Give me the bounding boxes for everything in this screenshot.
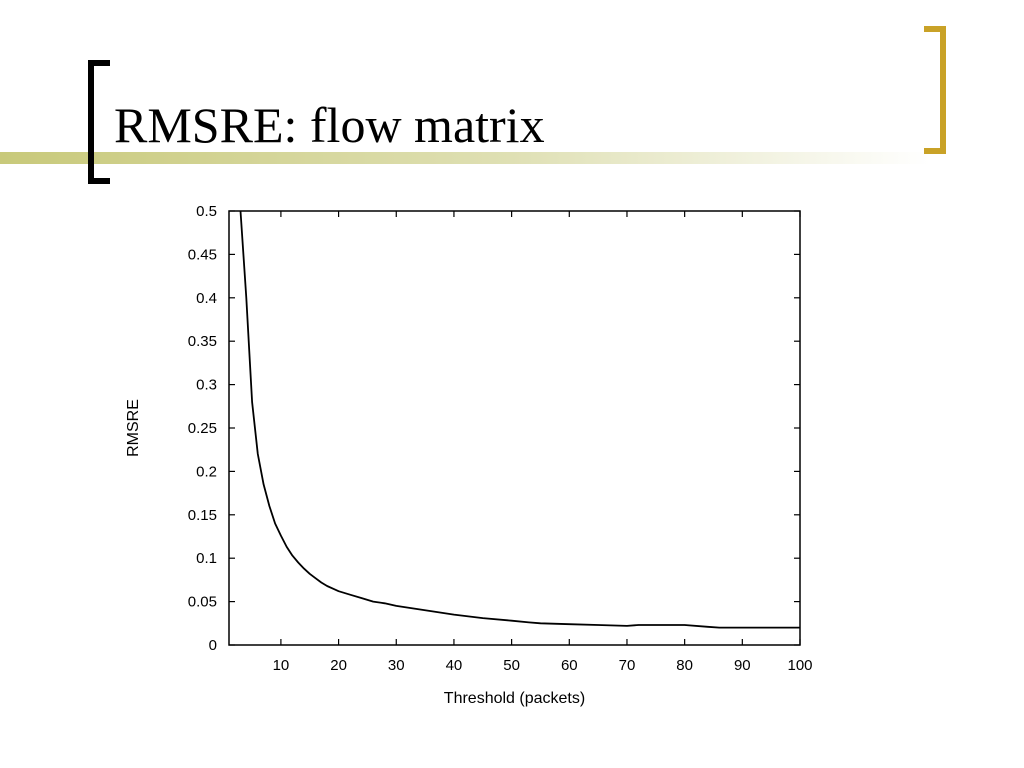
y-tick-label: 0 [209, 637, 217, 654]
y-tick-label: 0.05 [188, 594, 217, 611]
slide-title: RMSRE: flow matrix [114, 97, 545, 153]
y-tick-label: 0.1 [196, 550, 217, 567]
x-tick-label: 90 [734, 657, 751, 674]
x-tick-label: 10 [273, 657, 290, 674]
y-tick-label: 0.5 [196, 203, 217, 220]
y-tick-label: 0.15 [188, 507, 217, 524]
x-tick-label: 60 [561, 657, 578, 674]
title-underline-rule [0, 152, 930, 164]
y-tick-label: 0.35 [188, 333, 217, 350]
y-tick-label: 0.4 [196, 290, 217, 307]
left-bracket-decoration [88, 60, 110, 184]
plot-frame [228, 210, 801, 646]
rmsre-line-chart: 0 0.05 0.1 0.15 0.2 0.25 0.3 0.35 0.4 0.45 0.5 10 20… [125, 203, 813, 707]
y-axis-label: RMSRE [125, 399, 142, 457]
x-tick-label: 50 [503, 657, 520, 674]
x-tick-label: 40 [446, 657, 463, 674]
x-tick-label: 30 [388, 657, 405, 674]
y-tick-label: 0.25 [188, 420, 217, 437]
y-tick-label: 0.45 [188, 246, 217, 263]
y-tick-label: 0.3 [196, 377, 217, 394]
x-axis-label: Threshold (packets) [444, 690, 585, 707]
x-tick-label: 20 [330, 657, 347, 674]
x-tick-label: 80 [676, 657, 693, 674]
x-tick-label: 100 [787, 657, 812, 674]
y-tick-label: 0.2 [196, 463, 217, 480]
x-tick-label: 70 [619, 657, 636, 674]
rmsre-series-line [239, 210, 800, 629]
right-bracket-decoration [924, 26, 946, 154]
